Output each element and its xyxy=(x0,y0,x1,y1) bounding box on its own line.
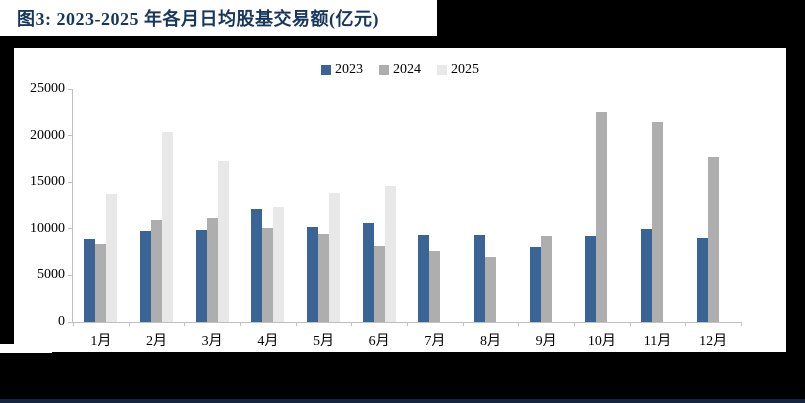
cropped-content-fragment xyxy=(0,344,52,353)
x-axis-label: 12月 xyxy=(699,334,728,349)
x-axis-tick xyxy=(574,322,575,326)
bar-2024-6月 xyxy=(373,245,385,322)
x-axis-tick xyxy=(184,322,185,326)
bar-2025-5月 xyxy=(329,193,340,322)
x-axis-tick xyxy=(129,322,130,326)
figure-title-box: 图3: 2023-2025 年各月日均股基交易额(亿元) xyxy=(0,0,437,36)
bar-2023-11月 xyxy=(641,228,652,322)
bar-2024-3月 xyxy=(206,217,218,322)
y-axis-tick-label: 15000 xyxy=(30,174,65,190)
legend-item-2024: 2024 xyxy=(379,62,421,78)
bar-2024-12月 xyxy=(707,157,719,322)
bar-2025-3月 xyxy=(217,160,229,322)
bar-2024-7月 xyxy=(429,251,441,322)
bar-2024-1月 xyxy=(95,243,107,322)
y-axis-tick xyxy=(68,135,72,137)
x-axis-tick xyxy=(407,322,408,326)
x-axis-tick xyxy=(685,322,686,326)
bar-2024-5月 xyxy=(318,234,329,322)
bar-2025-6月 xyxy=(384,185,396,322)
x-axis-label: 10月 xyxy=(587,334,616,349)
y-axis-tick-label: 20000 xyxy=(30,127,65,143)
bar-2023-3月 xyxy=(195,229,207,322)
bar-2024-11月 xyxy=(652,121,663,322)
x-axis-tick xyxy=(351,322,352,326)
x-axis-tick xyxy=(296,322,297,326)
bar-2024-8月 xyxy=(485,256,496,322)
y-axis-tick xyxy=(68,88,72,90)
y-axis-tick-label: 0 xyxy=(58,314,65,329)
x-axis-label: 4月 xyxy=(257,334,279,349)
figure-title: 图3: 2023-2025 年各月日均股基交易额(亿元) xyxy=(17,9,379,29)
legend-label: 2024 xyxy=(393,62,421,77)
legend-label: 2023 xyxy=(335,62,363,77)
x-axis-label: 2月 xyxy=(145,334,167,349)
y-axis-tick xyxy=(68,321,72,323)
plot-area: 0 5000 10000 15000 20000 25000 1月 2月 3月 4月 5月 6月 7月 8… xyxy=(30,81,742,349)
x-axis-label: 11月 xyxy=(643,334,672,349)
y-axis-tick-label: 10000 xyxy=(30,220,65,236)
bar-2023-9月 xyxy=(529,246,541,322)
bar-2023-5月 xyxy=(307,226,318,322)
bar-2025-4月 xyxy=(273,207,285,322)
footer-rule xyxy=(0,399,805,403)
bar-2023-4月 xyxy=(251,209,263,322)
x-axis-label: 9月 xyxy=(535,334,557,349)
x-axis-label: 6月 xyxy=(368,334,390,349)
x-axis-tick xyxy=(630,322,631,326)
legend-item-2023: 2023 xyxy=(321,62,363,78)
x-axis-tick xyxy=(73,322,74,326)
bar-2023-1月 xyxy=(84,239,96,322)
bar-2023-7月 xyxy=(418,235,430,322)
bar-2024-10月 xyxy=(596,112,608,322)
bar-2025-1月 xyxy=(106,194,118,322)
legend-swatch-icon xyxy=(437,65,447,75)
x-axis-label: 3月 xyxy=(201,334,223,349)
y-axis-tick xyxy=(68,181,72,183)
x-axis-tick xyxy=(463,322,464,326)
bar-2023-8月 xyxy=(474,235,485,322)
y-axis-tick-label: 25000 xyxy=(30,81,65,96)
bar-2023-6月 xyxy=(362,223,374,322)
bar-2024-2月 xyxy=(151,220,162,322)
bar-2023-12月 xyxy=(696,238,708,322)
bar-2025-2月 xyxy=(162,131,173,322)
y-axis-tick xyxy=(68,274,72,276)
legend-swatch-icon xyxy=(379,65,389,75)
chart-panel: 2023 2024 2025 0 5000 10000 15000 20000 25000 1月… xyxy=(14,48,786,352)
bar-2024-9月 xyxy=(540,236,552,322)
legend-item-2025: 2025 xyxy=(437,62,479,78)
x-axis-tick xyxy=(240,322,241,326)
x-axis-tick xyxy=(741,322,742,326)
x-axis-label: 8月 xyxy=(479,334,501,349)
legend-label: 2025 xyxy=(451,62,479,77)
bar-2023-10月 xyxy=(585,236,597,322)
bar-2023-2月 xyxy=(140,230,151,322)
x-axis-tick xyxy=(518,322,519,326)
x-axis-label: 7月 xyxy=(424,334,446,349)
x-axis-label: 1月 xyxy=(90,334,112,349)
legend-swatch-icon xyxy=(321,65,331,75)
bar-2024-4月 xyxy=(262,227,274,322)
chart-legend: 2023 2024 2025 xyxy=(14,62,786,78)
y-axis-tick xyxy=(68,228,72,230)
y-axis-tick-label: 5000 xyxy=(37,267,65,283)
x-axis-label: 5月 xyxy=(312,334,334,349)
